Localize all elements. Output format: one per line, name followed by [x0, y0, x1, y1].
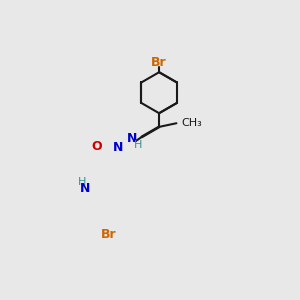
Text: Br: Br — [101, 228, 116, 241]
Text: H: H — [134, 140, 142, 150]
Text: N: N — [113, 141, 123, 154]
Text: O: O — [91, 140, 102, 152]
Text: N: N — [80, 182, 90, 195]
Text: Br: Br — [151, 56, 167, 69]
Text: N: N — [127, 132, 137, 145]
Text: H: H — [78, 176, 86, 187]
Text: CH₃: CH₃ — [181, 118, 202, 128]
